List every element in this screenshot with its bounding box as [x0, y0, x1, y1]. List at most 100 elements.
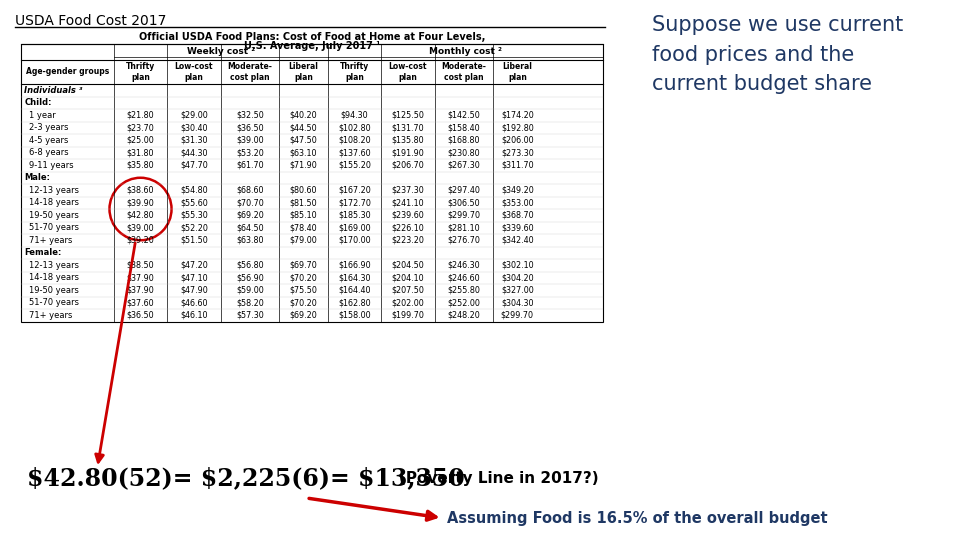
- Text: $56.90: $56.90: [236, 273, 264, 282]
- Text: 71+ years: 71+ years: [29, 236, 73, 245]
- Text: $58.20: $58.20: [236, 298, 264, 307]
- Text: $166.90: $166.90: [338, 261, 371, 270]
- Text: $368.70: $368.70: [501, 211, 534, 220]
- Text: $131.70: $131.70: [392, 123, 424, 132]
- Text: $37.60: $37.60: [127, 298, 155, 307]
- Text: 19-50 years: 19-50 years: [29, 286, 79, 295]
- Text: 4-5 years: 4-5 years: [29, 136, 68, 145]
- Text: $302.10: $302.10: [501, 261, 534, 270]
- Text: 9-11 years: 9-11 years: [29, 161, 74, 170]
- Text: $192.80: $192.80: [501, 123, 534, 132]
- Text: $311.70: $311.70: [501, 161, 534, 170]
- Text: $108.20: $108.20: [338, 136, 371, 145]
- Text: 6-8 years: 6-8 years: [29, 148, 69, 157]
- Text: Assuming Food is 16.5% of the overall budget: Assuming Food is 16.5% of the overall bu…: [447, 510, 828, 525]
- Text: 1 year: 1 year: [29, 111, 56, 120]
- Text: $162.80: $162.80: [338, 298, 371, 307]
- Text: $70.20: $70.20: [290, 273, 317, 282]
- Text: $297.40: $297.40: [447, 186, 480, 195]
- Text: Low-cost
plan: Low-cost plan: [175, 62, 213, 82]
- Text: $207.50: $207.50: [392, 286, 424, 295]
- Text: $204.10: $204.10: [392, 273, 424, 282]
- Text: $36.50: $36.50: [236, 123, 264, 132]
- Text: $94.30: $94.30: [341, 111, 369, 120]
- Text: $304.30: $304.30: [501, 298, 534, 307]
- Text: $327.00: $327.00: [501, 286, 534, 295]
- Text: $237.30: $237.30: [392, 186, 424, 195]
- Text: $55.30: $55.30: [180, 211, 208, 220]
- Text: Weekly cost ²: Weekly cost ²: [186, 48, 254, 57]
- Text: $226.10: $226.10: [392, 223, 424, 232]
- Text: $75.50: $75.50: [290, 286, 318, 295]
- Text: 51-70 years: 51-70 years: [29, 298, 79, 307]
- Text: $70.20: $70.20: [290, 298, 317, 307]
- Text: $142.50: $142.50: [447, 111, 480, 120]
- Text: $57.30: $57.30: [236, 310, 264, 320]
- Text: $39.20: $39.20: [127, 236, 155, 245]
- Text: Female:: Female:: [24, 248, 61, 257]
- Text: $168.80: $168.80: [447, 136, 480, 145]
- Text: $64.50: $64.50: [236, 223, 264, 232]
- Text: $169.00: $169.00: [338, 223, 371, 232]
- Text: $206.00: $206.00: [501, 136, 534, 145]
- Text: Age-gender groups: Age-gender groups: [26, 68, 109, 77]
- Text: $47.20: $47.20: [180, 261, 208, 270]
- Text: $299.70: $299.70: [501, 310, 534, 320]
- Text: $199.70: $199.70: [392, 310, 424, 320]
- Text: $342.40: $342.40: [501, 236, 534, 245]
- Text: Monthly cost ²: Monthly cost ²: [429, 48, 502, 57]
- Text: $39.00: $39.00: [236, 136, 264, 145]
- Text: $40.20: $40.20: [290, 111, 317, 120]
- Text: USDA Food Cost 2017: USDA Food Cost 2017: [14, 14, 166, 28]
- Text: $267.30: $267.30: [447, 161, 480, 170]
- Text: $137.60: $137.60: [338, 148, 371, 157]
- Text: $59.00: $59.00: [236, 286, 264, 295]
- Text: $63.10: $63.10: [290, 148, 317, 157]
- Text: $38.60: $38.60: [127, 186, 155, 195]
- Text: $32.50: $32.50: [236, 111, 264, 120]
- Text: 14-18 years: 14-18 years: [29, 273, 79, 282]
- Text: $39.00: $39.00: [127, 223, 155, 232]
- Text: $51.50: $51.50: [180, 236, 208, 245]
- Text: $125.50: $125.50: [392, 111, 424, 120]
- Text: $31.80: $31.80: [127, 148, 155, 157]
- Text: U.S. Average, July 2017 ¹: U.S. Average, July 2017 ¹: [244, 41, 380, 51]
- Text: $255.80: $255.80: [447, 286, 480, 295]
- Text: $23.70: $23.70: [127, 123, 155, 132]
- Text: $47.10: $47.10: [180, 273, 207, 282]
- Text: $42.80(52)= $2,225(6)= $13,350: $42.80(52)= $2,225(6)= $13,350: [27, 466, 465, 490]
- Text: $102.80: $102.80: [338, 123, 371, 132]
- Text: Moderate-
cost plan: Moderate- cost plan: [442, 62, 487, 82]
- Text: $230.80: $230.80: [447, 148, 480, 157]
- Text: $42.80: $42.80: [127, 211, 155, 220]
- Text: $80.60: $80.60: [290, 186, 317, 195]
- Text: $44.50: $44.50: [290, 123, 317, 132]
- Text: $339.60: $339.60: [501, 223, 534, 232]
- Text: $167.20: $167.20: [338, 186, 371, 195]
- Text: $170.00: $170.00: [338, 236, 371, 245]
- Text: $71.90: $71.90: [290, 161, 317, 170]
- Text: $252.00: $252.00: [447, 298, 480, 307]
- Text: $353.00: $353.00: [501, 198, 534, 207]
- Text: $37.90: $37.90: [127, 286, 155, 295]
- Text: $56.80: $56.80: [236, 261, 264, 270]
- Text: $46.10: $46.10: [180, 310, 207, 320]
- Text: 51-70 years: 51-70 years: [29, 223, 79, 232]
- Text: $55.60: $55.60: [180, 198, 208, 207]
- Text: Child:: Child:: [24, 98, 52, 107]
- Text: Official USDA Food Plans: Cost of Food at Home at Four Levels,: Official USDA Food Plans: Cost of Food a…: [139, 32, 486, 42]
- Bar: [21, 44, 603, 321]
- Text: 14-18 years: 14-18 years: [29, 198, 79, 207]
- Text: $174.20: $174.20: [501, 111, 534, 120]
- Text: $35.80: $35.80: [127, 161, 155, 170]
- Text: $206.70: $206.70: [392, 161, 424, 170]
- Text: Thrifty
plan: Thrifty plan: [126, 62, 156, 82]
- Text: 2-3 years: 2-3 years: [29, 123, 69, 132]
- Text: $68.60: $68.60: [236, 186, 264, 195]
- Text: $299.70: $299.70: [447, 211, 480, 220]
- Text: $158.00: $158.00: [338, 310, 371, 320]
- Text: $158.40: $158.40: [447, 123, 480, 132]
- Text: $304.20: $304.20: [501, 273, 534, 282]
- Text: $246.30: $246.30: [447, 261, 480, 270]
- Text: $155.20: $155.20: [338, 161, 371, 170]
